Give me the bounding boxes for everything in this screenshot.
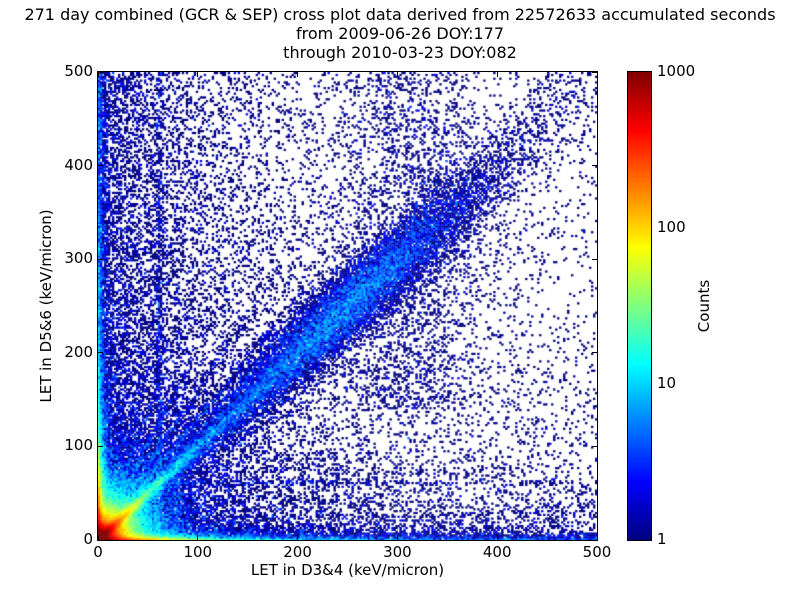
x-tick-label: 300 xyxy=(383,543,412,561)
y-tick-label: 200 xyxy=(64,342,93,361)
density-plot-canvas xyxy=(98,72,597,540)
y-tick-mark-right xyxy=(592,258,597,260)
x-tick-mark-top xyxy=(396,72,398,77)
x-tick-mark xyxy=(97,535,99,540)
x-tick-label: 0 xyxy=(93,543,103,561)
y-tick-label: 300 xyxy=(64,249,93,268)
plot-frame xyxy=(97,71,598,541)
x-tick-label: 200 xyxy=(283,543,312,561)
x-axis-label: LET in D3&4 (keV/micron) xyxy=(250,561,445,579)
colorbar-gradient xyxy=(628,72,651,540)
y-tick-mark xyxy=(98,539,103,541)
x-tick-label: 500 xyxy=(582,543,612,561)
x-tick-mark-top xyxy=(496,72,498,77)
y-tick-mark xyxy=(98,71,103,73)
y-tick-mark xyxy=(98,445,103,447)
x-tick-mark-top xyxy=(596,72,598,77)
colorbar-tick-label: 100 xyxy=(657,218,686,236)
x-tick-label: 400 xyxy=(482,543,512,561)
x-tick-label: 100 xyxy=(183,543,213,561)
x-tick-mark-top xyxy=(197,72,199,77)
title-block: 271 day combined (GCR & SEP) cross plot … xyxy=(0,5,800,62)
y-tick-label: 500 xyxy=(64,62,93,80)
x-tick-mark-top xyxy=(97,72,99,77)
y-tick-mark-right xyxy=(592,539,597,541)
y-tick-label: 400 xyxy=(64,155,93,174)
colorbar-tick-label: 10 xyxy=(657,374,677,392)
x-tick-mark xyxy=(496,535,498,540)
colorbar-label: Counts xyxy=(695,279,713,333)
chart-subtitle-from: from 2009-06-26 DOY:177 xyxy=(295,24,504,43)
chart-subtitle-through: through 2010-03-23 DOY:082 xyxy=(283,43,517,62)
colorbar xyxy=(627,71,652,541)
y-tick-mark-right xyxy=(592,71,597,73)
colorbar-tick-label: 1 xyxy=(657,530,667,548)
y-tick-mark xyxy=(98,258,103,260)
y-tick-mark-right xyxy=(592,165,597,167)
x-tick-mark xyxy=(297,535,299,540)
y-tick-mark xyxy=(98,165,103,167)
x-tick-mark xyxy=(396,535,398,540)
y-tick-mark-right xyxy=(592,352,597,354)
y-axis-label: LET in D5&6 (keV/micron) xyxy=(37,209,55,403)
y-tick-mark-right xyxy=(592,445,597,447)
colorbar-tick-label: 1000 xyxy=(657,62,696,80)
y-tick-label: 0 xyxy=(83,530,93,548)
x-tick-mark xyxy=(596,535,598,540)
chart-title: 271 day combined (GCR & SEP) cross plot … xyxy=(24,5,776,24)
y-tick-label: 100 xyxy=(64,436,93,455)
x-tick-mark-top xyxy=(297,72,299,77)
x-tick-mark xyxy=(197,535,199,540)
y-tick-mark xyxy=(98,352,103,354)
